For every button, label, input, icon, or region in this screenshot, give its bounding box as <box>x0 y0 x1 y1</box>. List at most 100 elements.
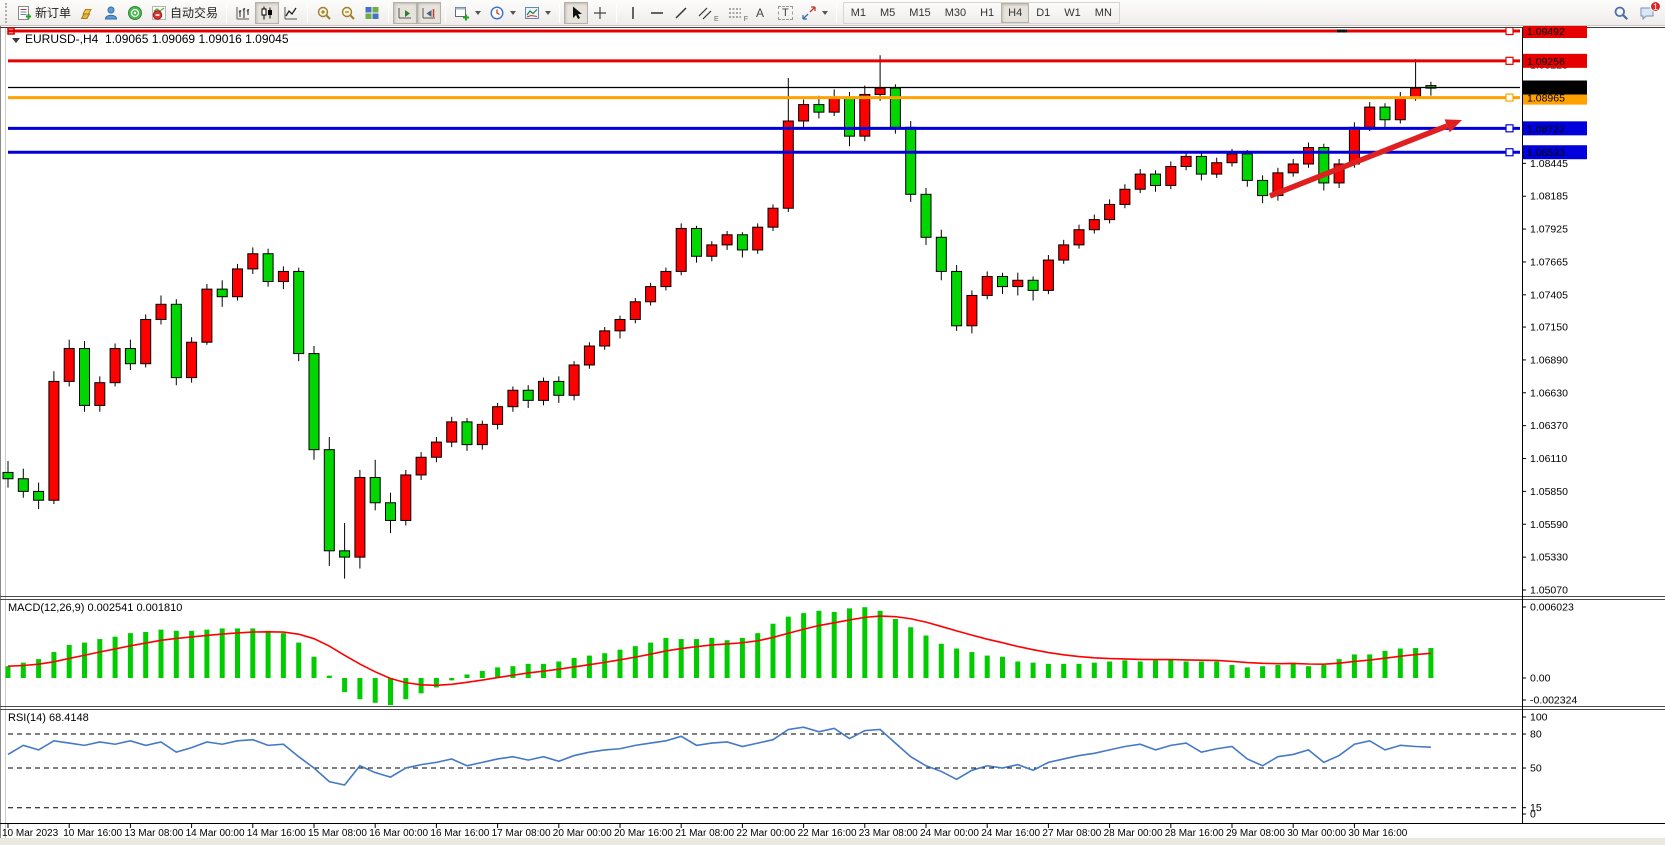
equidistant-channel-icon <box>698 7 712 19</box>
new-order-button[interactable]: 新订单 <box>12 2 75 24</box>
zoom-out-button[interactable] <box>336 2 360 24</box>
rsi-name: RSI(14) <box>8 712 46 724</box>
line-chart-button[interactable] <box>279 2 303 24</box>
date-label: 30 Mar 16:00 <box>1348 828 1407 839</box>
chart-shift-button[interactable] <box>417 1 442 24</box>
date-label: 17 Mar 08:00 <box>492 828 551 839</box>
timeframe-h4-button[interactable]: H4 <box>1001 2 1030 23</box>
price-tick: 1.07925 <box>1530 224 1568 236</box>
line-handle-1.09256 <box>1505 56 1514 65</box>
new-chart-button[interactable] <box>450 2 485 24</box>
timeframe-h1-button[interactable]: H1 <box>973 3 1001 23</box>
price-badge-1.09045 <box>1523 80 1587 95</box>
toolbar-right-group: 1 <box>1609 0 1661 24</box>
tile-windows-button[interactable] <box>360 2 384 24</box>
price-axis[interactable]: 1.092251.089651.087051.084451.081851.079… <box>1522 26 1587 596</box>
price-badge-text: 1.09492 <box>1527 26 1565 38</box>
zoom-out-icon <box>341 6 355 20</box>
symbol-period-label: EURUSD-,H4 <box>25 32 99 46</box>
date-label: 28 Mar 16:00 <box>1165 828 1224 839</box>
signals-button[interactable] <box>123 2 147 24</box>
chart-window[interactable]: 1.092251.089651.087051.084451.081851.079… <box>0 26 1665 845</box>
date-label: 30 Mar 00:00 <box>1287 828 1346 839</box>
fibonacci-tool-button[interactable]: F <box>723 2 752 24</box>
gold-ingot-icon <box>80 8 92 19</box>
bar-chart-button[interactable] <box>231 2 255 24</box>
date-label: 14 Mar 00:00 <box>186 828 245 839</box>
indicators-icon <box>525 6 540 19</box>
community-button[interactable] <box>99 2 123 24</box>
macd-current-value: 0.002541 <box>87 602 134 614</box>
rsi-tick: 100 <box>1530 712 1548 724</box>
text-tool-button[interactable]: A <box>752 2 774 24</box>
candlestick-chart-button[interactable] <box>255 1 280 24</box>
price-badge-1.09492 <box>1523 26 1587 38</box>
zoom-in-button[interactable] <box>312 2 336 24</box>
search-button[interactable] <box>1609 2 1633 24</box>
date-label: 28 Mar 00:00 <box>1104 828 1163 839</box>
level-lines[interactable] <box>8 26 1520 157</box>
timeframe-d1-button[interactable]: D1 <box>1029 3 1057 23</box>
line-handle-1.08533 <box>1505 148 1514 157</box>
notifications-button[interactable]: 1 <box>1639 0 1661 21</box>
price-tick: 1.08185 <box>1530 191 1568 203</box>
channel-tool-button[interactable]: E <box>693 2 723 24</box>
main-toolbar: 新订单 <box>0 0 1665 26</box>
label-tool-button[interactable]: T <box>774 2 797 24</box>
arrows-icon <box>802 5 816 20</box>
line-chart-icon <box>284 6 298 19</box>
timeframe-m30-button[interactable]: M30 <box>938 3 973 23</box>
trendline-icon <box>675 6 687 19</box>
auto-scroll-icon <box>398 7 412 18</box>
one-click-trading-icon[interactable] <box>12 38 20 43</box>
horizontal-line-tool-button[interactable] <box>645 2 669 24</box>
toolbar-separator <box>226 2 228 23</box>
macd-pane <box>5 607 1434 706</box>
trendline-tool-button[interactable] <box>669 2 693 24</box>
new-order-icon <box>18 5 31 20</box>
auto-trading-button[interactable]: 自动交易 <box>147 2 222 24</box>
date-label: 13 Mar 08:00 <box>124 828 183 839</box>
auto-trading-icon <box>152 5 167 20</box>
price-tick: 1.06630 <box>1530 387 1568 399</box>
rsi-label: RSI(14) 68.4148 <box>8 712 89 724</box>
bar-chart-icon <box>236 6 250 19</box>
date-label: 16 Mar 00:00 <box>369 828 428 839</box>
arrows-tool-button[interactable] <box>797 2 832 24</box>
auto-scroll-button[interactable] <box>393 1 418 24</box>
timeframe-m1-button[interactable]: M1 <box>844 3 873 23</box>
timeframe-group: M1 M5 M15 M30 H1 H4 D1 W1 MN <box>842 1 1120 24</box>
line-handle-1.09492 <box>1505 26 1514 36</box>
crosshair-button[interactable] <box>588 2 612 24</box>
cursor-button[interactable] <box>564 1 589 24</box>
candlestick-icon <box>261 6 273 19</box>
timeframe-mn-button[interactable]: MN <box>1088 3 1119 23</box>
market-button[interactable] <box>75 2 99 24</box>
macd-axis[interactable]: 0.006023 0.00 -0.002324 <box>1522 602 1577 707</box>
chart-canvas[interactable]: 1.092251.089651.087051.084451.081851.079… <box>0 26 1665 845</box>
timeframe-w1-button[interactable]: W1 <box>1057 3 1088 23</box>
horizontal-line-icon <box>651 11 664 14</box>
indicators-button[interactable] <box>520 2 555 24</box>
dropdown-caret <box>510 10 517 15</box>
period-button[interactable] <box>485 2 520 24</box>
rsi-axis[interactable]: 100 80 50 150 <box>1522 712 1548 821</box>
timeframe-m5-button[interactable]: M5 <box>873 3 902 23</box>
fibonacci-icon <box>728 8 741 17</box>
price-tick: 1.06370 <box>1530 420 1568 432</box>
date-label: 10 Mar 2023 <box>2 828 59 839</box>
line-handle-1.08965 <box>1505 93 1514 102</box>
time-axis[interactable]: 10 Mar 2023 10 Mar 16:00 13 Mar 08:00 14 Ma… <box>2 823 1408 839</box>
timeframe-m15-button[interactable]: M15 <box>902 3 937 23</box>
trend-arrow-annotation[interactable] <box>1268 119 1462 199</box>
date-label: 24 Mar 16:00 <box>981 828 1040 839</box>
date-label: 22 Mar 16:00 <box>798 828 857 839</box>
toolbar-separator <box>307 2 309 23</box>
ohlc-values: 1.09065 1.09069 1.09016 1.09045 <box>105 32 289 46</box>
toolbar-grip[interactable] <box>5 2 8 23</box>
notification-badge: 1 <box>1649 0 1661 12</box>
price-tick: 1.07150 <box>1530 322 1568 334</box>
cursor-icon <box>573 6 583 19</box>
signal-icon <box>128 5 143 20</box>
vertical-line-tool-button[interactable] <box>621 2 645 24</box>
